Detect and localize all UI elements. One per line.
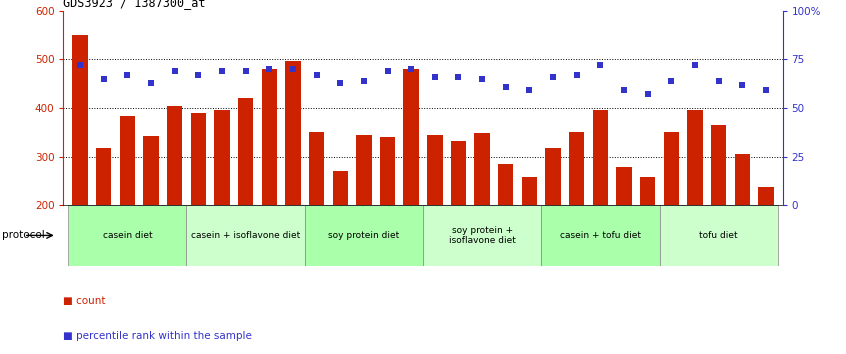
Point <box>239 68 252 74</box>
Bar <box>305 205 423 266</box>
Bar <box>167 105 183 205</box>
Point <box>428 74 442 80</box>
Bar <box>617 167 632 205</box>
Point <box>404 66 418 72</box>
Bar <box>663 132 679 205</box>
Point <box>144 80 157 85</box>
Bar <box>593 110 608 205</box>
Point <box>475 76 489 81</box>
Bar <box>498 164 514 205</box>
Text: casein + isoflavone diet: casein + isoflavone diet <box>191 231 300 240</box>
Bar <box>404 69 419 205</box>
Bar <box>69 205 186 266</box>
Text: ■ count: ■ count <box>63 296 106 306</box>
Point <box>594 62 607 68</box>
Text: soy protein diet: soy protein diet <box>328 231 399 240</box>
Bar <box>96 148 112 205</box>
Point <box>759 88 772 93</box>
Bar <box>356 135 371 205</box>
Point <box>665 78 678 84</box>
Point <box>286 66 299 72</box>
Point <box>712 78 726 84</box>
Bar <box>687 110 703 205</box>
Bar <box>711 125 727 205</box>
Bar <box>214 110 229 205</box>
Bar <box>758 187 774 205</box>
Point <box>618 88 631 93</box>
Point <box>381 68 394 74</box>
Point <box>168 68 181 74</box>
Point <box>191 72 205 78</box>
Bar <box>541 205 660 266</box>
Point <box>262 66 276 72</box>
Point <box>547 74 560 80</box>
Bar <box>261 69 277 205</box>
Bar <box>143 136 159 205</box>
Bar <box>640 177 656 205</box>
Text: tofu diet: tofu diet <box>700 231 738 240</box>
Point <box>215 68 228 74</box>
Point <box>570 72 584 78</box>
Bar <box>734 154 750 205</box>
Point <box>523 88 536 93</box>
Bar <box>309 132 324 205</box>
Bar <box>186 205 305 266</box>
Text: casein diet: casein diet <box>102 231 152 240</box>
Point <box>97 76 111 81</box>
Text: GDS3923 / 1387300_at: GDS3923 / 1387300_at <box>63 0 206 10</box>
Bar <box>427 135 442 205</box>
Bar <box>475 133 490 205</box>
Bar <box>451 141 466 205</box>
Point <box>120 72 134 78</box>
Text: soy protein +
isoflavone diet: soy protein + isoflavone diet <box>448 226 515 245</box>
Bar <box>190 113 206 205</box>
Bar <box>332 171 348 205</box>
Bar <box>423 205 541 266</box>
Bar <box>380 137 395 205</box>
Bar <box>546 148 561 205</box>
Bar <box>238 98 253 205</box>
Point <box>333 80 347 85</box>
Text: casein + tofu diet: casein + tofu diet <box>560 231 641 240</box>
Point <box>74 62 87 68</box>
Point <box>735 82 749 87</box>
Point <box>452 74 465 80</box>
Bar <box>285 61 300 205</box>
Bar <box>569 132 585 205</box>
Bar <box>660 205 777 266</box>
Point <box>310 72 323 78</box>
Bar <box>72 35 88 205</box>
Text: ■ percentile rank within the sample: ■ percentile rank within the sample <box>63 331 252 341</box>
Point <box>641 92 655 97</box>
Point <box>689 62 702 68</box>
Point <box>499 84 513 89</box>
Point <box>357 78 371 84</box>
Bar <box>522 177 537 205</box>
Text: protocol: protocol <box>2 230 45 240</box>
Bar <box>119 116 135 205</box>
